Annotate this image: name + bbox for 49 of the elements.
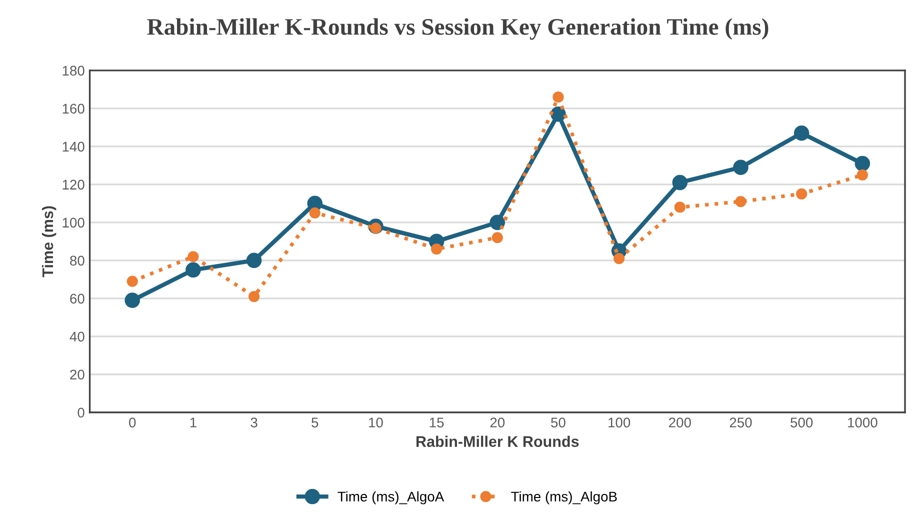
point	[492, 232, 503, 244]
x-axis-title: Rabin-Miller K Rounds	[416, 436, 579, 447]
point	[552, 92, 564, 103]
point	[124, 292, 140, 308]
x-tick-label: 5	[312, 418, 318, 428]
point	[796, 188, 808, 200]
x-tick-label: 1	[190, 418, 196, 428]
y-tick-label: 0	[78, 408, 84, 418]
point	[186, 262, 201, 278]
point	[672, 174, 688, 190]
x-tick-label: 20	[490, 418, 505, 428]
x-tick-label: 1000	[848, 418, 878, 428]
y-tick-label: 120	[62, 180, 84, 190]
x-tick-label: 3	[250, 418, 258, 428]
point	[674, 202, 686, 213]
point	[188, 251, 199, 262]
x-tick-label: 10	[369, 418, 383, 428]
point	[248, 290, 260, 302]
y-tick-label: 80	[70, 256, 84, 266]
y-tick-label: 140	[62, 142, 84, 152]
point	[856, 169, 868, 180]
point	[246, 252, 262, 268]
x-tick-label: 100	[608, 418, 630, 428]
x-tick-label: 0	[129, 418, 136, 428]
point	[854, 156, 870, 172]
legend-label: Time (ms)_AlgoB	[511, 491, 617, 504]
y-tick-label: 100	[62, 218, 84, 228]
legend-label: Time (ms)_AlgoA	[338, 491, 444, 504]
x-tick-label: 200	[669, 418, 691, 428]
y-tick-label: 180	[62, 66, 84, 76]
point	[614, 252, 625, 264]
y-axis-title: Time (ms)	[42, 206, 56, 278]
chart-title: Rabin-Miller K-Rounds vs Session Key Generation Time (ms)	[147, 18, 768, 40]
point	[490, 214, 506, 230]
point	[430, 243, 442, 255]
x-tick-label: 15	[430, 418, 444, 428]
point	[126, 276, 138, 287]
x-tick-label: 50	[551, 418, 566, 428]
point	[309, 207, 320, 218]
point	[733, 160, 748, 175]
point	[550, 106, 566, 122]
y-tick-label: 60	[70, 294, 84, 304]
y-tick-label: 160	[62, 104, 84, 114]
y-tick-label: 40	[70, 332, 84, 342]
point	[794, 126, 810, 141]
x-tick-label: 250	[730, 418, 752, 428]
y-tick-label: 20	[70, 370, 84, 380]
x-tick-label: 500	[790, 418, 813, 428]
point	[735, 196, 746, 208]
